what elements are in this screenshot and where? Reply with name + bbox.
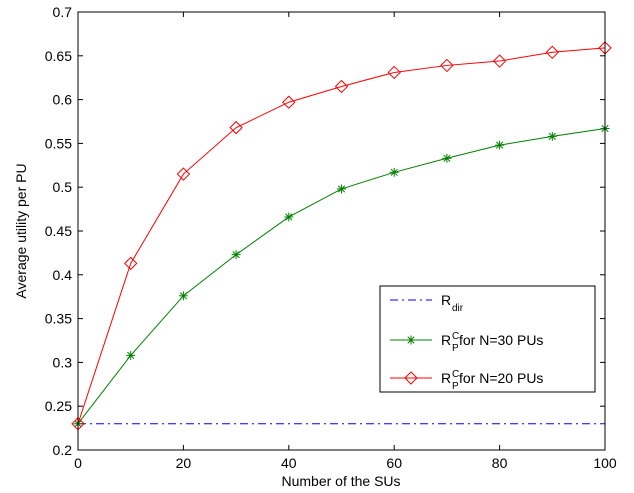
y-axis-label: Average utility per PU bbox=[13, 163, 29, 298]
legend-subscript: dir bbox=[452, 303, 464, 314]
y-tick-label: 0.65 bbox=[45, 48, 72, 64]
data-point bbox=[176, 167, 191, 181]
data-point bbox=[389, 167, 399, 177]
legend-label: R bbox=[441, 370, 451, 386]
data-point bbox=[282, 95, 296, 109]
data-point bbox=[387, 65, 401, 80]
ticks-layer: 0 20 40 60 80 100 0.2 0.25 0.3 0.35 0.4 0.45 0.5 0.55… bbox=[45, 4, 617, 471]
legend-label: R bbox=[441, 332, 451, 348]
y-tick-label: 0.7 bbox=[53, 4, 73, 20]
x-tick-label: 100 bbox=[593, 455, 617, 471]
y-tick-label: 0.55 bbox=[45, 135, 72, 151]
x-tick-label: 40 bbox=[281, 455, 297, 471]
legend-subscript: P bbox=[452, 343, 459, 354]
data-point bbox=[123, 256, 138, 271]
legend-entry: R CP for N=20 PUs bbox=[390, 369, 543, 392]
data-point bbox=[547, 131, 557, 141]
x-tick-label: 20 bbox=[176, 455, 192, 471]
data-point bbox=[126, 350, 136, 360]
data-point bbox=[334, 79, 349, 94]
legend-entry: R CP for N=30 PUs bbox=[390, 331, 543, 354]
legend-description: for N=30 PUs bbox=[459, 332, 543, 348]
data-point bbox=[545, 45, 560, 60]
y-tick-label: 0.6 bbox=[53, 92, 73, 108]
x-tick-label: 0 bbox=[74, 455, 82, 471]
y-tick-label: 0.5 bbox=[53, 179, 73, 195]
data-point bbox=[231, 250, 241, 260]
data-point bbox=[337, 184, 346, 194]
x-tick-label: 60 bbox=[386, 455, 402, 471]
data-point bbox=[440, 58, 454, 73]
legend-description: for N=20 PUs bbox=[459, 370, 543, 386]
y-tick-label: 0.35 bbox=[45, 311, 72, 327]
y-tick-label: 0.25 bbox=[45, 398, 72, 414]
series-line bbox=[77, 47, 606, 424]
y-tick-label: 0.45 bbox=[45, 223, 72, 239]
y-tick-label: 0.3 bbox=[53, 354, 73, 370]
x-axis-label: Number of the SUs bbox=[281, 473, 400, 489]
x-tick-label: 80 bbox=[492, 455, 508, 471]
y-tick-label: 0.2 bbox=[53, 442, 73, 458]
legend-superscript: C bbox=[452, 331, 459, 342]
data-point bbox=[492, 54, 507, 68]
legend-superscript: C bbox=[452, 369, 459, 380]
y-tick-label: 0.4 bbox=[53, 267, 73, 283]
legend-subscript: P bbox=[452, 381, 459, 392]
legend-box bbox=[379, 285, 596, 393]
legend-label: R bbox=[441, 292, 451, 308]
data-point bbox=[178, 291, 188, 301]
series-layer bbox=[71, 41, 612, 431]
legend-marker bbox=[406, 335, 416, 345]
data-point bbox=[442, 153, 452, 163]
data-point bbox=[284, 212, 294, 222]
data-point bbox=[229, 120, 243, 135]
data-point bbox=[495, 140, 505, 150]
series-1 bbox=[73, 124, 610, 429]
legend-marker bbox=[404, 371, 418, 385]
